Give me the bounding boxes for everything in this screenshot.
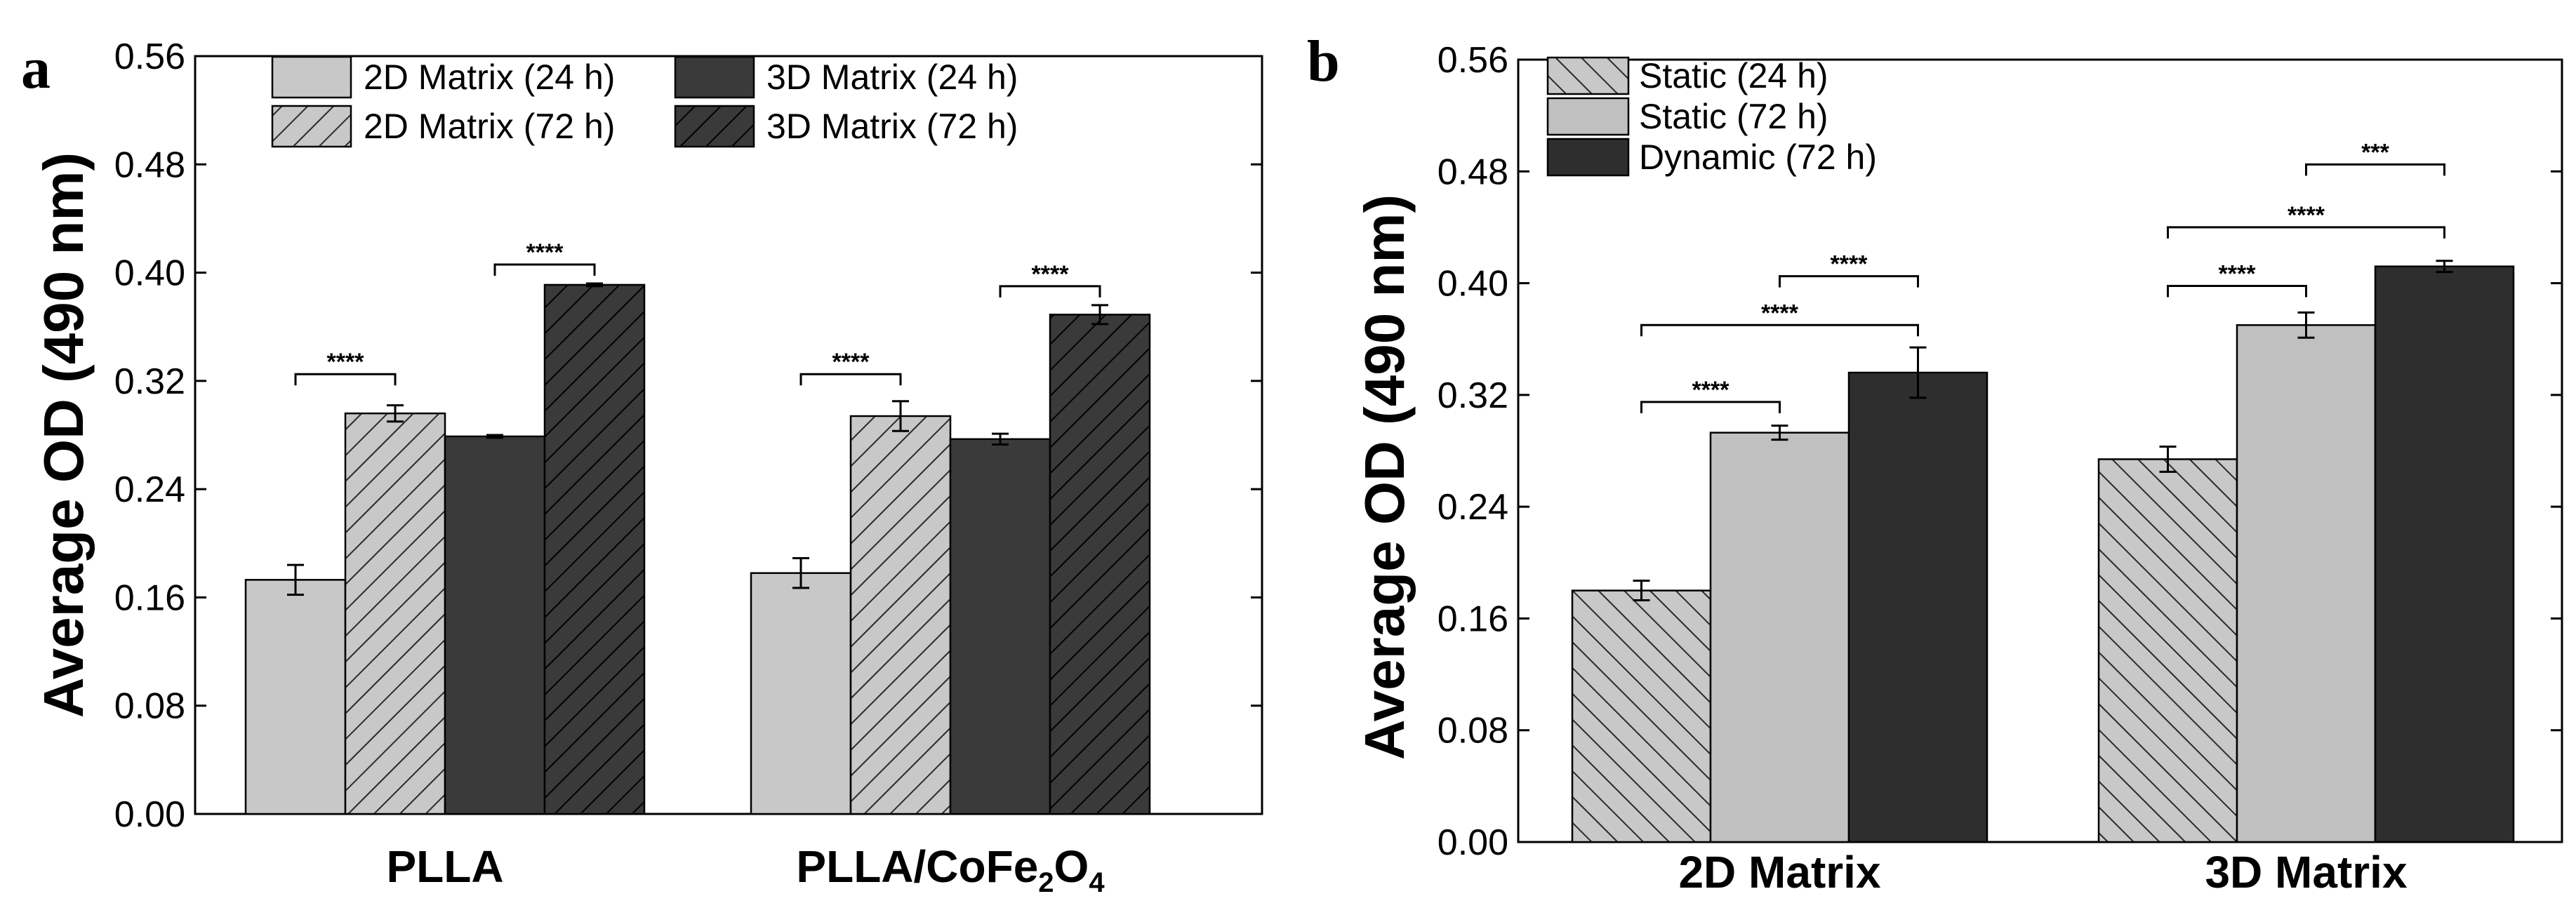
legend-swatch [271, 105, 352, 148]
panel-a: a Average OD (490 nm) 0.000.080.160.240.… [21, 36, 1263, 898]
y-tick-label: 0.56 [1438, 40, 1508, 81]
legend-swatch [674, 105, 755, 148]
y-tick-label: 0.08 [114, 686, 185, 727]
significance-label: **** [2288, 202, 2325, 229]
y-tick-label: 0.48 [114, 145, 185, 185]
bar [1049, 314, 1151, 815]
bar [543, 283, 646, 815]
legend-label: 2D Matrix (72 h) [364, 107, 615, 146]
significance-label: **** [1032, 261, 1070, 288]
y-tick-label: 0.24 [114, 469, 185, 510]
significance-label: **** [1831, 251, 1868, 278]
bar [244, 579, 347, 815]
plot-area-a: 0.00 0.08 0.16 0.24 0.32 0.40 0.48 0.56 PLLA PLLA… [114, 36, 1263, 898]
significance-bracket [999, 285, 1101, 298]
legend-swatch [1546, 97, 1630, 136]
legend-swatch [1546, 56, 1630, 95]
significance-bracket [2167, 285, 2307, 298]
bar [1571, 589, 1712, 843]
significance-label: **** [1761, 300, 1799, 326]
bar [2236, 324, 2377, 843]
bar [1709, 432, 1850, 843]
significance-label: **** [526, 239, 564, 266]
y-tick-label: 0.08 [1438, 711, 1508, 751]
legend-label: Static (72 h) [1639, 97, 1828, 136]
category-label: PLLA/CoFe2O4 [796, 841, 1105, 898]
significance-bracket [1640, 401, 1781, 413]
significance-label: **** [1692, 377, 1730, 403]
y-tick-label: 0.24 [1438, 487, 1508, 528]
plot-frame [1517, 58, 2563, 843]
bar [750, 572, 852, 815]
legend-label: 3D Matrix (72 h) [766, 107, 1018, 146]
significance-bracket [493, 263, 596, 276]
significance-bracket [799, 373, 902, 386]
category-label: 3D Matrix [2205, 847, 2408, 897]
bar [444, 435, 546, 815]
legend-label: Static (24 h) [1639, 56, 1828, 95]
bar [949, 438, 1051, 815]
significance-label: **** [327, 349, 365, 375]
legend-swatch [1546, 138, 1630, 177]
panel-label-a: a [21, 36, 51, 101]
significance-bracket [1779, 275, 1919, 288]
legend-label: 2D Matrix (24 h) [364, 58, 615, 97]
y-tick-label: 0.00 [1438, 822, 1508, 863]
y-tick-label: 0.40 [1438, 264, 1508, 305]
y-axis-label-a: Average OD (490 nm) [32, 152, 95, 718]
category-label: 2D Matrix [1678, 847, 1881, 897]
y-tick-label: 0.48 [1438, 152, 1508, 192]
legend-swatch [271, 55, 352, 99]
bar [1847, 371, 1989, 843]
panel-b: b Average OD (490 nm) 0.000.080.160.240.… [1307, 29, 2563, 897]
legend-swatch [674, 55, 755, 99]
y-tick-label: 0.56 [114, 36, 185, 77]
plot-area-b: 0.00 0.08 0.16 0.24 0.32 0.40 0.48 0.56 2D Matri… [1438, 40, 2563, 897]
significance-label: *** [2361, 139, 2389, 166]
bar [344, 412, 446, 815]
significance-bracket [294, 373, 397, 386]
legend-label: 3D Matrix (24 h) [766, 58, 1018, 97]
y-tick-label: 0.00 [114, 794, 185, 835]
significance-label: **** [832, 349, 870, 375]
y-axis-label-b: Average OD (490 nm) [1353, 194, 1416, 760]
panel-label-b: b [1307, 29, 1340, 94]
bar [2097, 458, 2238, 843]
legend-label: Dynamic (72 h) [1639, 138, 1877, 177]
significance-label: **** [2219, 261, 2257, 288]
y-tick-label: 0.16 [114, 577, 185, 618]
y-tick-label: 0.32 [114, 361, 185, 402]
bar [849, 415, 952, 815]
significance-bracket [2167, 226, 2445, 239]
bar [2374, 265, 2515, 843]
y-tick-label: 0.16 [1438, 599, 1508, 639]
y-tick-label: 0.32 [1438, 375, 1508, 416]
y-tick-label: 0.40 [114, 253, 185, 294]
significance-bracket [2305, 163, 2445, 176]
category-label: PLLA [386, 841, 503, 892]
significance-bracket [1640, 323, 1919, 337]
